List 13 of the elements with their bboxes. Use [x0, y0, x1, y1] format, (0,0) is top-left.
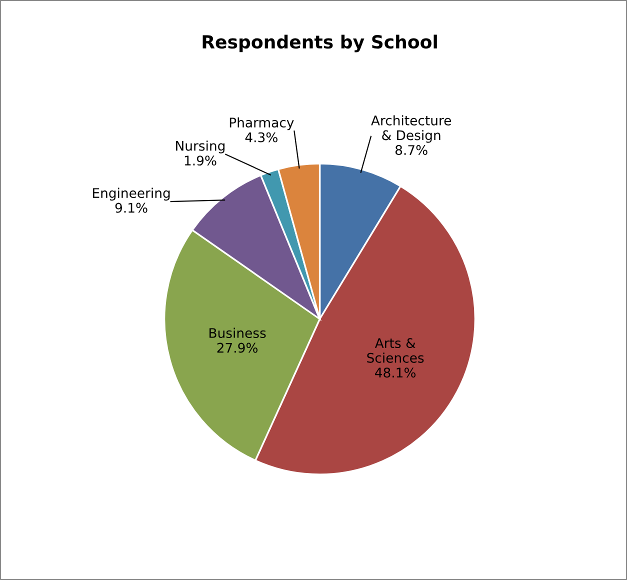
- data-label: 1.9%: [184, 156, 216, 166]
- chart-title: Respondents by School: [202, 34, 437, 52]
- slice-label: Pharmacy: [230, 117, 294, 130]
- slice-label: Engineering: [92, 188, 170, 201]
- data-label: 48.1%: [375, 368, 416, 378]
- data-label: 27.9%: [217, 342, 258, 353]
- slice-label: Architecture & Design: [371, 115, 452, 143]
- slice-label: Arts & Sciences: [367, 338, 424, 363]
- slice-label: Business: [210, 328, 266, 338]
- data-label: 9.1%: [115, 202, 148, 213]
- slice-label: Nursing: [176, 140, 224, 154]
- data-label: 4.3%: [245, 132, 278, 142]
- data-label: 8.7%: [395, 145, 428, 156]
